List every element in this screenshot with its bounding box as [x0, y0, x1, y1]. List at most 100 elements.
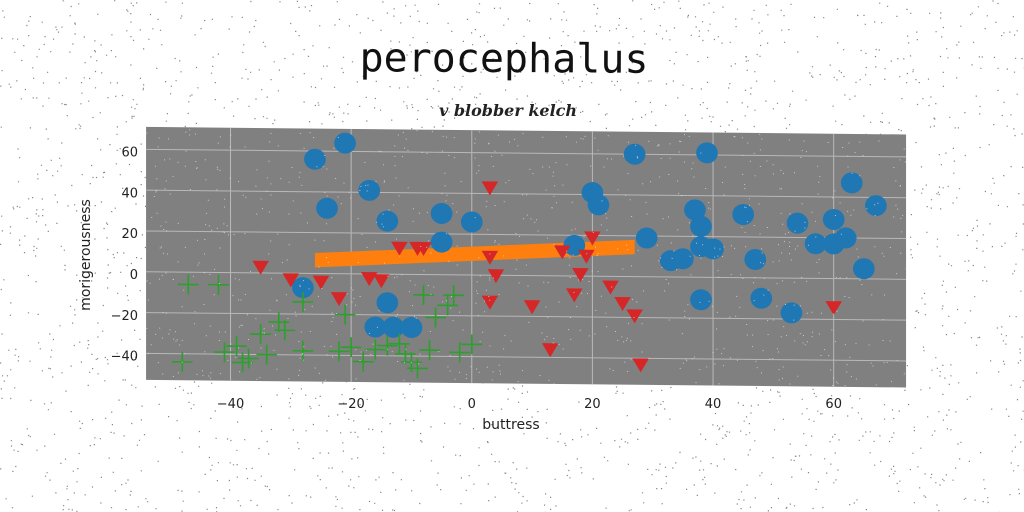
scatter-point-plus	[292, 340, 314, 361]
x-tick-label: 40	[705, 397, 722, 412]
scatter-point-circle	[623, 143, 646, 165]
grid	[146, 127, 907, 387]
y-tick-label: 20	[121, 227, 138, 242]
scatter-point-plus	[250, 324, 272, 345]
scatter-point-plus	[389, 333, 410, 354]
scatter-point-plus	[395, 343, 416, 364]
scatter-point-circle	[376, 292, 399, 314]
scatter-point-triangle	[602, 280, 619, 295]
scatter-point-circle	[822, 208, 845, 230]
scatter-point-triangle	[481, 181, 499, 196]
scatter-point-plus	[274, 320, 296, 341]
scatter-point-circle	[732, 203, 755, 225]
scatter-point-circle	[376, 210, 399, 232]
scatter-point-triangle	[282, 273, 300, 288]
scatter-point-plus	[419, 340, 440, 361]
scatter-point-circle	[672, 248, 694, 270]
scatter-point-circle	[316, 197, 338, 219]
scatter-point-triangle	[312, 275, 330, 290]
scatter-point-plus	[292, 291, 314, 312]
scatter-point-circle	[684, 199, 706, 221]
scatter-point-plus	[268, 312, 290, 333]
scatter-point-circle	[750, 287, 773, 309]
x-tick-label: 20	[584, 397, 601, 412]
x-tick-label: 0	[468, 397, 476, 412]
scatter-point-circle	[430, 203, 453, 225]
x-axis-label: buttress	[482, 417, 539, 433]
scatter-point-plus	[364, 339, 386, 360]
scatter-point-triangle	[330, 292, 348, 307]
scatter-point-triangle	[373, 274, 390, 289]
grid-line-y	[146, 271, 907, 280]
scatter-point-plus	[449, 342, 471, 363]
tick-labels: −40 −20 0 20 40 60 −40 −20 0 20 40 60	[111, 146, 842, 413]
scatter-point-plus	[208, 274, 229, 295]
scatter-point-circle	[696, 142, 718, 164]
x-tick-label: 60	[825, 397, 842, 412]
scatter-point-triangle	[553, 245, 571, 260]
scatter-point-circle	[690, 215, 712, 237]
scatter-point-triangle	[252, 260, 269, 275]
scatter-point-circle	[635, 227, 658, 249]
scatter-point-plus	[376, 335, 398, 356]
scatter-point-plus	[340, 337, 362, 358]
scatter-point-triangle	[391, 241, 408, 256]
scatter-point-triangle	[614, 296, 631, 312]
x-tick-label: −40	[217, 397, 244, 412]
scatter-point-circle	[744, 248, 767, 270]
scatter-point-plus	[256, 344, 278, 365]
scatter-point-circle	[852, 258, 875, 280]
scatter-point-plus	[461, 334, 483, 355]
chart-title: perocephalus	[359, 35, 648, 83]
y-tick-label: 40	[121, 186, 138, 201]
scatter-point-triangle	[360, 271, 378, 287]
data-points	[171, 132, 887, 379]
scatter-point-triangle	[632, 358, 649, 373]
scatter-point-circle	[786, 212, 809, 234]
scatter-point-triangle	[415, 241, 432, 257]
scatter-point-triangle	[572, 267, 589, 283]
scatter-point-triangle	[541, 343, 559, 358]
scatter-point-circle	[780, 302, 803, 324]
scatter-point-circle	[292, 277, 314, 299]
chart-subtitle: v blobber kelch	[439, 101, 577, 120]
y-axis-label: morigerousness	[78, 199, 94, 311]
scatter-point-circle	[690, 289, 712, 311]
scatter-point-plus	[407, 358, 428, 379]
scatter-point-circle	[430, 231, 453, 253]
scatter-point-triangle	[584, 231, 601, 246]
scatter-point-triangle	[566, 288, 583, 303]
scatter-point-triangle	[626, 309, 643, 324]
grid-line-y	[146, 189, 907, 199]
scatter-point-plus	[226, 336, 247, 357]
scatter-point-plus	[352, 351, 374, 372]
scatter-point-circle	[804, 233, 827, 255]
scatter-point-triangle	[825, 301, 842, 316]
scatter-point-plus	[443, 285, 465, 306]
scatter-point-triangle	[481, 295, 499, 310]
scatter-point-circle	[840, 172, 863, 194]
grid-line-y	[146, 312, 907, 321]
scatter-point-plus	[425, 307, 446, 328]
scatter-point-triangle	[523, 300, 541, 315]
scatter-point-circle	[382, 316, 405, 338]
x-tick-label: −20	[337, 397, 364, 412]
scatter-point-circle	[587, 194, 610, 216]
scatter-point-plus	[334, 304, 356, 325]
scatter-point-plus	[328, 341, 350, 362]
scatter-point-circle	[834, 227, 857, 249]
grid-line-y	[146, 230, 907, 240]
scatter-point-triangle	[578, 249, 595, 264]
scatter-point-triangle	[481, 250, 499, 265]
scatter-point-circle	[358, 179, 381, 201]
scatter-point-circle	[334, 132, 356, 154]
y-tick-label: 60	[121, 146, 138, 161]
grid-line-y	[146, 148, 907, 158]
plot-area	[146, 126, 907, 388]
scatter-point-triangle	[487, 269, 505, 284]
scatter-point-circle	[865, 195, 887, 217]
scatter-point-plus	[413, 284, 434, 305]
scatter-point-plus	[232, 352, 253, 373]
bar-mark	[314, 239, 635, 268]
